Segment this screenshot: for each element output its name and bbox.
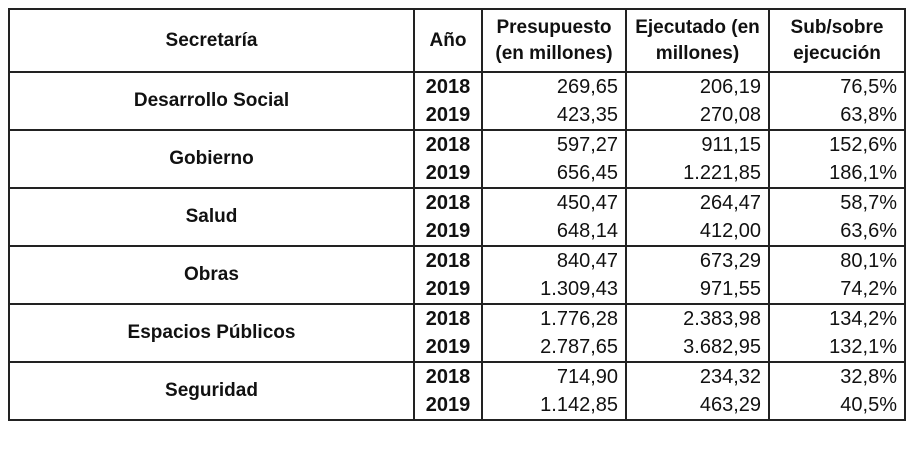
header-ano: Año — [413, 8, 483, 73]
ano-cell: 2019 — [413, 275, 483, 305]
presupuesto-cell: 1.309,43 — [481, 275, 627, 305]
ano-cell: 2018 — [413, 187, 483, 217]
sub-sobre-cell: 63,8% — [768, 101, 906, 131]
table-row: 2019 656,45 1.221,85 186,1% — [9, 159, 906, 189]
ejecutado-cell: 463,29 — [625, 391, 770, 421]
ejecutado-cell: 3.682,95 — [625, 333, 770, 363]
ano-cell: 2019 — [413, 333, 483, 363]
ejecutado-cell: 412,00 — [625, 217, 770, 247]
table-row: Salud 2018 450,47 264,47 58,7% — [8, 187, 906, 247]
sub-sobre-cell: 40,5% — [768, 391, 906, 421]
ano-cell: 2018 — [413, 361, 483, 391]
sub-sobre-cell: 80,1% — [768, 245, 906, 275]
sub-sobre-cell: 76,5% — [768, 71, 906, 101]
ejecutado-cell: 234,32 — [625, 361, 770, 391]
ano-cell: 2019 — [413, 217, 483, 247]
secretaria-cell: Seguridad — [8, 361, 415, 421]
presupuesto-cell: 1.776,28 — [481, 303, 627, 333]
table-row: Espacios Públicos 2018 1.776,28 2.383,98… — [8, 303, 906, 363]
table-row: Seguridad 2018 714,90 234,32 32,8% — [8, 361, 906, 421]
presupuesto-cell: 656,45 — [481, 159, 627, 189]
sub-sobre-cell: 132,1% — [768, 333, 906, 363]
ejecutado-cell: 264,47 — [625, 187, 770, 217]
sub-sobre-cell: 152,6% — [768, 129, 906, 159]
header-ejecutado: Ejecutado (en millones) — [625, 8, 770, 73]
table-row: 2019 648,14 412,00 63,6% — [9, 217, 906, 247]
ejecutado-cell: 673,29 — [625, 245, 770, 275]
sub-sobre-cell: 63,6% — [768, 217, 906, 247]
ano-cell: 2018 — [413, 129, 483, 159]
table-row: 2019 2.787,65 3.682,95 132,1% — [9, 333, 906, 363]
sub-sobre-cell: 58,7% — [768, 187, 906, 217]
presupuesto-cell: 714,90 — [481, 361, 627, 391]
header-secretaria: Secretaría — [8, 8, 415, 73]
ejecutado-cell: 1.221,85 — [625, 159, 770, 189]
table-row: 2019 423,35 270,08 63,8% — [9, 101, 906, 131]
secretaria-cell: Desarrollo Social — [8, 71, 415, 131]
ejecutado-cell: 2.383,98 — [625, 303, 770, 333]
sub-sobre-cell: 74,2% — [768, 275, 906, 305]
ano-cell: 2019 — [413, 391, 483, 421]
header-presupuesto: Presupuesto (en millones) — [481, 8, 627, 73]
ejecutado-cell: 270,08 — [625, 101, 770, 131]
ano-cell: 2018 — [413, 303, 483, 333]
table-row: 2019 1.309,43 971,55 74,2% — [9, 275, 906, 305]
sub-sobre-cell: 134,2% — [768, 303, 906, 333]
sub-sobre-cell: 186,1% — [768, 159, 906, 189]
table-row: Desarrollo Social 2018 269,65 206,19 76,… — [8, 71, 906, 131]
header-row: Secretaría Año Presupuesto (en millones)… — [8, 8, 906, 73]
presupuesto-cell: 2.787,65 — [481, 333, 627, 363]
ano-cell: 2019 — [413, 101, 483, 131]
sub-sobre-cell: 32,8% — [768, 361, 906, 391]
presupuesto-cell: 450,47 — [481, 187, 627, 217]
ano-cell: 2019 — [413, 159, 483, 189]
presupuesto-cell: 648,14 — [481, 217, 627, 247]
presupuesto-cell: 423,35 — [481, 101, 627, 131]
table-row: Obras 2018 840,47 673,29 80,1% — [8, 245, 906, 305]
secretaria-cell: Salud — [8, 187, 415, 247]
table-row: Gobierno 2018 597,27 911,15 152,6% — [8, 129, 906, 189]
presupuesto-cell: 269,65 — [481, 71, 627, 101]
ejecutado-cell: 911,15 — [625, 129, 770, 159]
secretaria-cell: Obras — [8, 245, 415, 305]
secretaria-cell: Gobierno — [8, 129, 415, 189]
ejecutado-cell: 206,19 — [625, 71, 770, 101]
ejecutado-cell: 971,55 — [625, 275, 770, 305]
ano-cell: 2018 — [413, 245, 483, 275]
header-sub-sobre: Sub/sobre ejecución — [768, 8, 906, 73]
presupuesto-cell: 1.142,85 — [481, 391, 627, 421]
budget-table: Secretaría Año Presupuesto (en millones)… — [8, 8, 906, 421]
secretaria-cell: Espacios Públicos — [8, 303, 415, 363]
ano-cell: 2018 — [413, 71, 483, 101]
table-row: 2019 1.142,85 463,29 40,5% — [9, 391, 906, 421]
presupuesto-cell: 597,27 — [481, 129, 627, 159]
presupuesto-cell: 840,47 — [481, 245, 627, 275]
